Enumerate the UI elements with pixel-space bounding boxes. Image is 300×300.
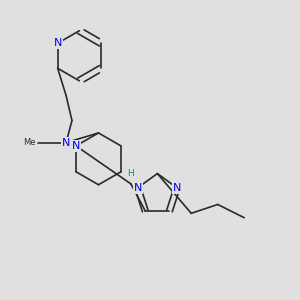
Text: N: N xyxy=(62,138,70,148)
Text: N: N xyxy=(173,183,181,193)
Text: N: N xyxy=(134,183,142,193)
Text: H: H xyxy=(127,169,134,178)
Text: Me: Me xyxy=(23,138,35,147)
Text: N: N xyxy=(53,38,62,48)
Text: N: N xyxy=(72,141,80,151)
